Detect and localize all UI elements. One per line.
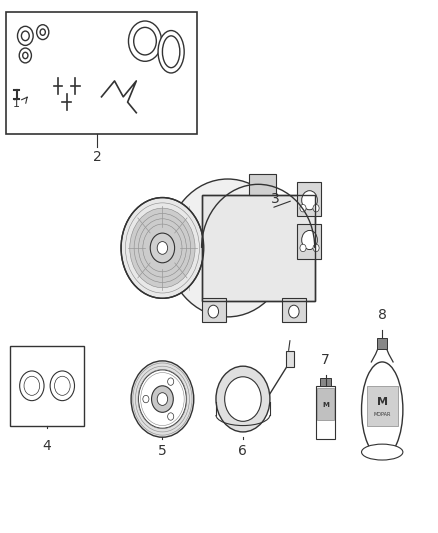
Circle shape [131, 361, 194, 437]
Circle shape [130, 208, 195, 288]
Circle shape [152, 386, 173, 413]
Bar [367, 386, 398, 425]
Circle shape [225, 377, 261, 421]
Circle shape [19, 48, 32, 63]
Text: 4: 4 [43, 439, 51, 453]
Text: M: M [322, 402, 329, 408]
Bar [297, 182, 321, 216]
Bar [201, 298, 226, 322]
Bar [6, 12, 197, 134]
Circle shape [138, 370, 186, 428]
Circle shape [21, 31, 29, 41]
Circle shape [37, 25, 49, 39]
Circle shape [143, 395, 149, 403]
Circle shape [121, 198, 204, 298]
Circle shape [208, 305, 219, 318]
Text: 3: 3 [271, 191, 280, 206]
Ellipse shape [162, 36, 180, 68]
Circle shape [302, 230, 318, 249]
Bar [201, 195, 315, 301]
Circle shape [18, 26, 33, 45]
Circle shape [157, 393, 168, 406]
Circle shape [20, 371, 44, 401]
Text: 6: 6 [239, 444, 247, 458]
Circle shape [302, 191, 318, 210]
Circle shape [300, 244, 306, 252]
Text: 2: 2 [93, 150, 102, 164]
Bar [297, 224, 321, 259]
Bar [201, 195, 315, 301]
Circle shape [168, 378, 174, 385]
Text: 5: 5 [158, 444, 167, 458]
Circle shape [23, 52, 28, 59]
Circle shape [24, 376, 40, 395]
Circle shape [300, 205, 306, 212]
Text: 1: 1 [13, 100, 20, 109]
Bar [250, 174, 276, 195]
Text: 7: 7 [321, 353, 330, 367]
Circle shape [168, 413, 174, 420]
Bar [10, 346, 84, 425]
Circle shape [54, 376, 70, 395]
Ellipse shape [361, 444, 403, 460]
Ellipse shape [158, 30, 184, 73]
Bar [377, 338, 388, 349]
Circle shape [134, 27, 156, 55]
Circle shape [138, 219, 186, 277]
Circle shape [128, 21, 162, 61]
Circle shape [313, 244, 319, 252]
Bar [316, 386, 335, 439]
Bar [282, 298, 306, 322]
Circle shape [40, 29, 46, 35]
Circle shape [157, 241, 168, 254]
Circle shape [289, 305, 299, 318]
Circle shape [150, 233, 175, 263]
Bar [286, 351, 294, 367]
Circle shape [50, 371, 74, 401]
Ellipse shape [361, 362, 403, 457]
Circle shape [216, 366, 270, 432]
Bar [320, 378, 331, 386]
Ellipse shape [167, 179, 289, 317]
Text: M: M [377, 397, 388, 407]
Circle shape [313, 205, 319, 212]
Text: MOPAR: MOPAR [374, 413, 391, 417]
Bar [317, 389, 334, 420]
Text: 8: 8 [378, 308, 387, 322]
